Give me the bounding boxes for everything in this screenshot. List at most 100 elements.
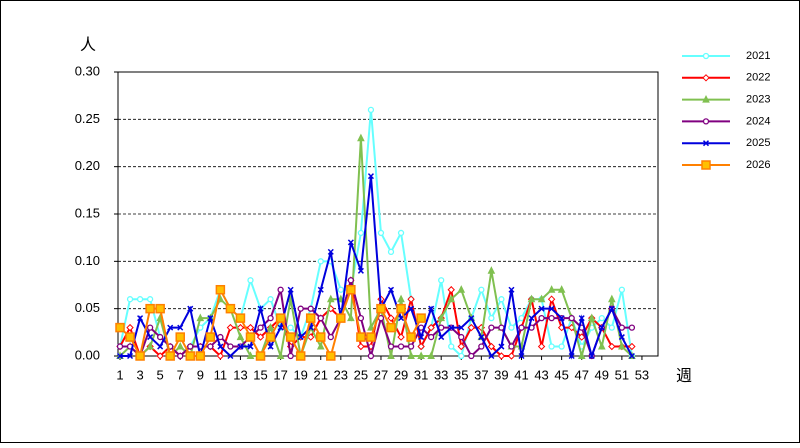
- marker: [347, 239, 354, 246]
- marker: [257, 324, 264, 331]
- x-tick-label: 11: [214, 367, 228, 382]
- y-tick-label: 0.15: [75, 205, 100, 220]
- marker: [438, 334, 445, 341]
- marker: [336, 313, 346, 323]
- marker: [548, 314, 555, 322]
- marker: [116, 343, 124, 350]
- x-tick-label: 53: [635, 367, 649, 382]
- marker: [277, 324, 284, 331]
- marker: [267, 296, 274, 303]
- marker: [267, 314, 274, 322]
- series-line: [120, 176, 633, 360]
- marker: [287, 324, 294, 331]
- marker: [136, 296, 144, 303]
- marker: [608, 305, 615, 312]
- marker: [357, 314, 365, 322]
- marker: [126, 323, 134, 332]
- x-tick-label: 35: [454, 367, 468, 382]
- marker: [347, 277, 355, 284]
- marker: [457, 342, 465, 351]
- x-tick-label: 17: [273, 367, 287, 382]
- marker: [225, 303, 236, 314]
- y-tick-label: 0.00: [75, 347, 100, 362]
- legend-label: 2022: [746, 72, 770, 84]
- marker: [157, 343, 164, 350]
- marker: [618, 286, 626, 293]
- y-tick-label: 0.25: [75, 111, 100, 126]
- marker: [447, 286, 455, 294]
- marker: [702, 74, 710, 82]
- legend-label: 2024: [746, 115, 770, 127]
- marker: [701, 160, 711, 170]
- marker: [478, 334, 485, 341]
- marker: [317, 258, 324, 265]
- marker: [146, 324, 154, 331]
- marker: [478, 343, 485, 350]
- marker: [618, 334, 625, 341]
- marker: [448, 324, 455, 331]
- marker: [187, 305, 194, 312]
- marker: [518, 352, 525, 360]
- marker: [305, 313, 316, 323]
- marker: [437, 313, 446, 322]
- marker: [487, 342, 496, 351]
- marker: [557, 285, 566, 293]
- x-tick-label: 31: [414, 367, 428, 382]
- x-tick-label: 27: [374, 367, 388, 382]
- marker: [408, 305, 415, 312]
- marker: [185, 351, 196, 361]
- marker: [266, 322, 275, 331]
- marker: [157, 333, 164, 341]
- marker: [277, 286, 284, 293]
- marker: [548, 343, 555, 350]
- marker: [558, 343, 565, 350]
- marker: [276, 351, 285, 359]
- marker: [547, 285, 556, 293]
- marker: [155, 303, 165, 314]
- marker: [468, 352, 475, 360]
- marker: [597, 341, 606, 350]
- marker: [507, 352, 516, 360]
- marker: [165, 351, 175, 361]
- marker: [367, 352, 375, 360]
- marker: [488, 352, 495, 360]
- x-tick-label: 7: [177, 367, 184, 382]
- marker: [137, 315, 144, 322]
- x-tick-label: 21: [314, 367, 328, 382]
- marker: [367, 106, 375, 114]
- marker: [146, 296, 154, 303]
- marker: [508, 286, 515, 293]
- marker: [387, 248, 395, 256]
- marker: [255, 351, 266, 361]
- marker: [146, 341, 154, 350]
- marker: [488, 314, 495, 322]
- marker: [116, 352, 124, 360]
- marker: [125, 332, 135, 342]
- marker: [578, 315, 585, 322]
- marker: [177, 324, 184, 331]
- x-tick-label: 41: [514, 367, 528, 382]
- marker: [417, 351, 425, 359]
- marker: [467, 323, 476, 332]
- series: [115, 284, 426, 361]
- legend-label: 2025: [746, 137, 770, 149]
- series-line: [119, 138, 633, 360]
- marker: [458, 333, 465, 341]
- marker: [145, 303, 155, 314]
- marker: [428, 333, 435, 341]
- marker: [387, 343, 395, 350]
- x-tick-label: 51: [615, 367, 629, 382]
- marker: [316, 341, 325, 350]
- x-tick-label: 43: [534, 367, 548, 382]
- marker: [438, 277, 445, 284]
- marker: [176, 341, 185, 350]
- marker: [357, 267, 364, 274]
- marker: [487, 266, 496, 274]
- marker: [327, 248, 334, 255]
- x-tick-label: 1: [116, 367, 123, 382]
- marker: [407, 295, 415, 303]
- marker: [498, 343, 505, 350]
- x-tick-label: 13: [233, 367, 247, 382]
- x-tick-label: 23: [334, 367, 348, 382]
- marker: [548, 305, 555, 312]
